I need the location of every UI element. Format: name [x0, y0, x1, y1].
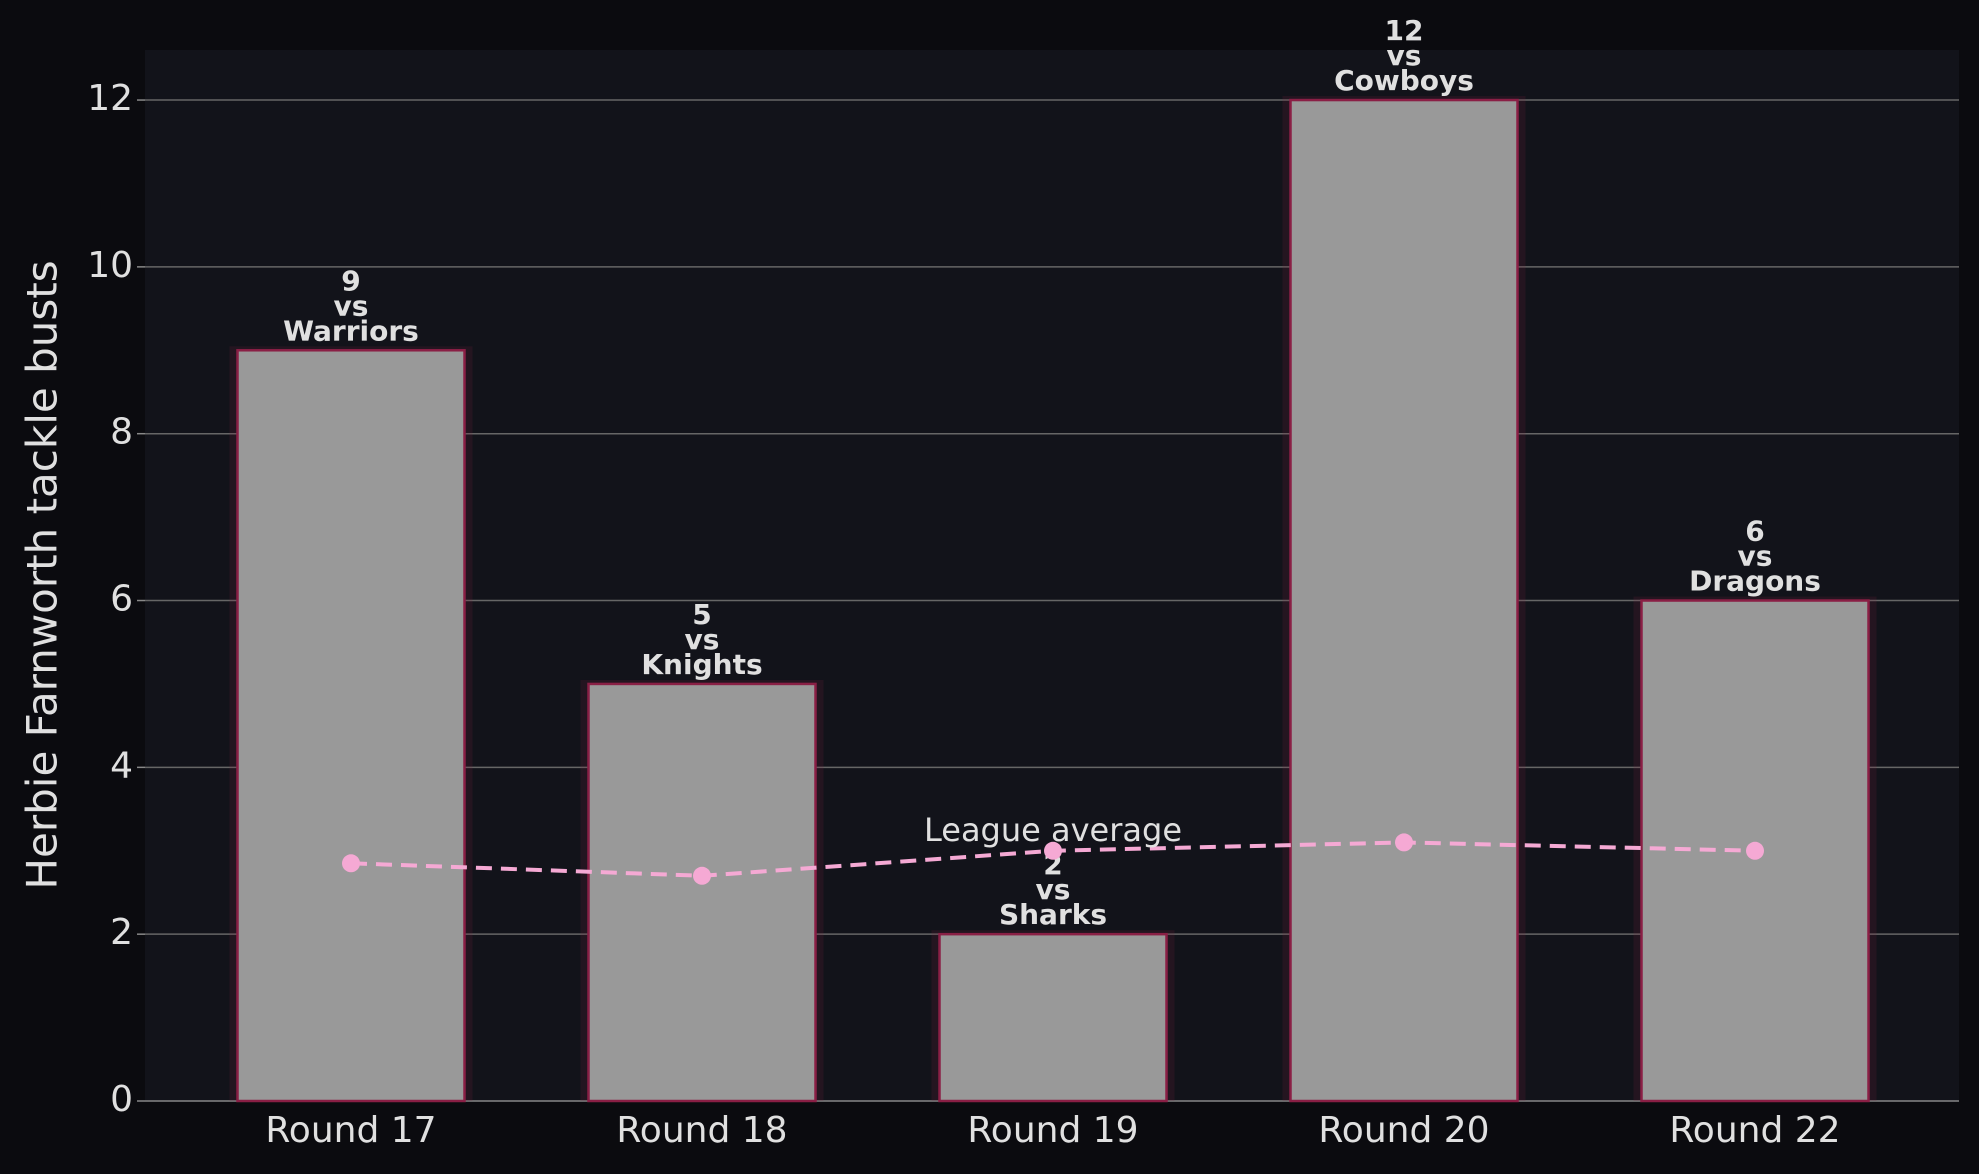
- y-tick-label: 8: [110, 412, 133, 453]
- value-label-connector: vs: [1387, 39, 1422, 72]
- x-tick-label: Round 20: [1318, 1110, 1489, 1151]
- opponent-label: Cowboys: [1334, 64, 1474, 97]
- bar: [1289, 98, 1519, 1103]
- bar: [938, 932, 1168, 1103]
- y-tick-label: 6: [110, 579, 133, 620]
- bar: [587, 682, 817, 1103]
- value-label-connector: vs: [1738, 540, 1773, 573]
- value-label-connector: vs: [685, 623, 720, 656]
- y-tick-label: 12: [87, 78, 133, 119]
- y-tick-label: 2: [110, 912, 133, 953]
- y-tick-label: 0: [110, 1079, 133, 1120]
- average-annotation: League average: [924, 811, 1182, 849]
- opponent-label: Warriors: [283, 314, 419, 347]
- average-point: [1746, 841, 1764, 860]
- x-tick-label: Round 18: [616, 1110, 787, 1151]
- x-tick-label: Round 19: [967, 1110, 1138, 1151]
- value-label: 12: [1385, 14, 1424, 47]
- y-tick-label: 4: [110, 745, 133, 786]
- average-point: [342, 854, 360, 873]
- y-axis-label: Herbie Farnworth tackle busts: [18, 260, 67, 889]
- opponent-label: Sharks: [999, 898, 1107, 931]
- value-label: 5: [692, 598, 711, 631]
- average-point: [1395, 833, 1413, 852]
- x-tick-label: Round 22: [1669, 1110, 1840, 1151]
- value-label: 6: [1745, 515, 1764, 548]
- value-label: 9: [341, 264, 360, 297]
- opponent-label: Dragons: [1689, 565, 1821, 598]
- average-point: [693, 866, 711, 885]
- value-label-connector: vs: [1036, 873, 1071, 906]
- average-point: [1044, 841, 1062, 860]
- x-tick-label: Round 17: [265, 1110, 436, 1151]
- bar: [236, 349, 466, 1103]
- opponent-label: Knights: [641, 648, 762, 681]
- y-tick-label: 10: [87, 245, 133, 286]
- value-label-connector: vs: [334, 289, 369, 322]
